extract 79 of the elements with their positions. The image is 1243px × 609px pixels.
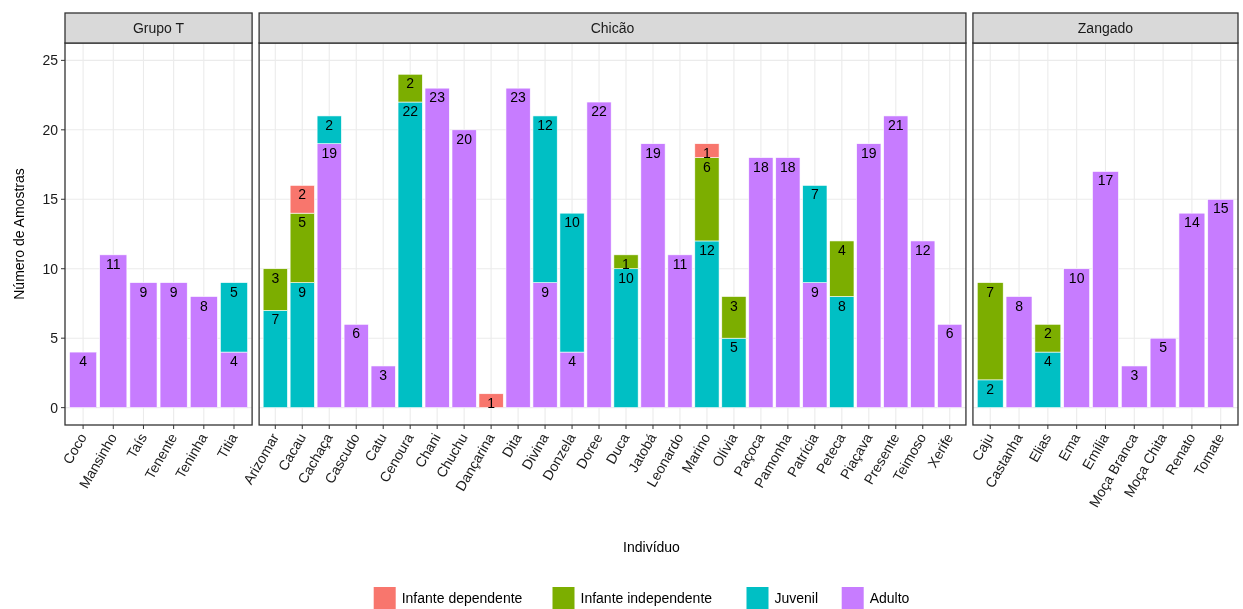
bar xyxy=(1092,171,1119,408)
data-label: 2 xyxy=(986,380,995,397)
bar xyxy=(189,296,218,408)
data-label: 9 xyxy=(169,283,178,300)
data-label: 12 xyxy=(699,241,715,258)
data-label: 10 xyxy=(564,214,581,231)
bar xyxy=(1063,268,1090,408)
data-label: 4 xyxy=(837,241,846,258)
data-label: 8 xyxy=(1015,297,1024,314)
data-label: 23 xyxy=(510,89,527,106)
data-label: 9 xyxy=(541,283,550,300)
data-label: 15 xyxy=(1212,200,1229,217)
data-label: 4 xyxy=(79,353,88,370)
data-label: 3 xyxy=(730,297,739,314)
data-label: 20 xyxy=(456,130,473,147)
y-tick-label: 15 xyxy=(42,191,59,208)
data-label: 6 xyxy=(703,158,712,175)
data-label: 7 xyxy=(271,311,280,328)
x-tick-label: Titia xyxy=(213,430,241,461)
data-label: 2 xyxy=(406,75,415,92)
x-tick-label: Dita xyxy=(498,430,525,461)
data-label: 12 xyxy=(537,116,554,133)
data-label: 22 xyxy=(591,103,608,120)
data-label: 10 xyxy=(618,269,635,286)
data-label: 7 xyxy=(810,186,819,203)
data-label: 4 xyxy=(568,353,577,370)
data-label: 4 xyxy=(1043,353,1052,370)
data-label: 6 xyxy=(945,325,954,342)
x-axis-title: Indivíduo xyxy=(623,539,681,555)
y-tick-label: 5 xyxy=(50,330,59,347)
data-label: 8 xyxy=(837,297,846,314)
bar xyxy=(69,351,97,408)
data-label: 9 xyxy=(298,283,307,300)
data-label: 1 xyxy=(622,255,631,272)
data-label: 17 xyxy=(1097,172,1114,189)
data-label: 10 xyxy=(1068,269,1085,286)
data-label: 3 xyxy=(271,269,280,286)
data-label: 2 xyxy=(1043,325,1052,342)
data-label: 7 xyxy=(986,283,995,300)
y-tick-label: 25 xyxy=(42,52,59,69)
data-label: 22 xyxy=(402,103,419,120)
data-label: 1 xyxy=(703,144,712,161)
data-label: 2 xyxy=(298,186,307,203)
data-label: 18 xyxy=(780,158,796,175)
y-axis-title: Número de Amostras xyxy=(11,168,27,300)
legend-label: Infante dependente xyxy=(401,590,523,606)
data-label: 9 xyxy=(139,283,148,300)
data-label: 8 xyxy=(199,297,208,314)
y-tick-label: 0 xyxy=(50,399,59,416)
data-label: 21 xyxy=(888,116,904,133)
legend-label: Infante independente xyxy=(580,590,713,606)
data-label: 1 xyxy=(487,394,496,411)
data-label: 6 xyxy=(352,325,361,342)
data-label: 11 xyxy=(672,255,688,272)
data-label: 5 xyxy=(230,283,239,300)
data-label: 14 xyxy=(1184,214,1200,231)
data-label: 5 xyxy=(1159,339,1168,356)
chart-title: Grupo T xyxy=(133,20,185,36)
chart-title: Chicão xyxy=(590,20,635,36)
data-label: 3 xyxy=(1130,366,1139,383)
data-label: 5 xyxy=(298,214,307,231)
data-label: 2 xyxy=(325,116,334,133)
data-label: 9 xyxy=(810,283,819,300)
y-tick-label: 20 xyxy=(42,121,59,138)
data-label: 19 xyxy=(321,144,338,161)
data-label: 11 xyxy=(106,255,121,272)
data-label: 19 xyxy=(645,144,661,161)
data-label: 23 xyxy=(429,89,446,106)
data-label: 3 xyxy=(379,366,388,383)
data-label: 18 xyxy=(753,158,769,175)
data-label: 19 xyxy=(861,144,877,161)
x-tick-label: Taís xyxy=(123,430,151,461)
data-label: 5 xyxy=(730,339,739,356)
legend-label: Adulto xyxy=(869,590,910,606)
data-label: 12 xyxy=(914,241,931,258)
y-tick-label: 10 xyxy=(42,260,59,277)
chart-title: Zangado xyxy=(1077,20,1134,36)
legend-label: Juvenil xyxy=(774,590,819,606)
data-label: 4 xyxy=(230,353,239,370)
